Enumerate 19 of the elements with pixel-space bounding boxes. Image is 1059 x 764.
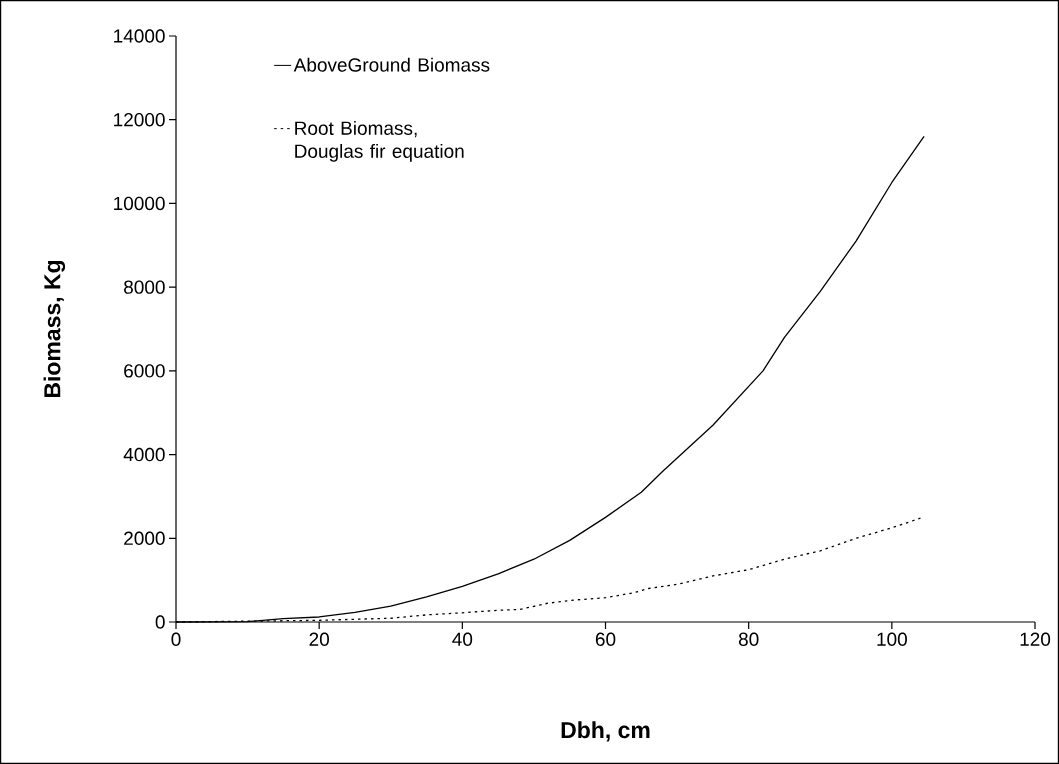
y-tick-label: 14000	[114, 29, 165, 43]
x-axis-title: Dbh, cm	[561, 721, 650, 742]
x-tick-label: 20	[309, 632, 329, 646]
x-tick-label: 0	[171, 632, 181, 646]
x-tick-label: 120	[1020, 632, 1051, 646]
legend-label: AboveGround Biomass	[293, 57, 490, 72]
legend-label: Root Biomass, Douglas fir equation	[295, 121, 464, 162]
y-tick-label: 10000	[114, 196, 165, 211]
x-tick-label: 60	[595, 632, 616, 646]
y-tick-label: 4000	[123, 447, 165, 462]
y-tick-label: 8000	[124, 280, 165, 294]
y-tick-label: 12000	[114, 112, 165, 127]
y-axis-title: Biomass, Kg	[43, 260, 66, 398]
y-tick-label: 2000	[124, 531, 165, 546]
y-tick-label: 6000	[124, 364, 165, 378]
x-tick-label: 100	[877, 632, 907, 646]
x-tick-label: 40	[452, 632, 473, 646]
x-tick-label: 80	[738, 632, 759, 646]
y-tick-label: 0	[155, 615, 165, 629]
